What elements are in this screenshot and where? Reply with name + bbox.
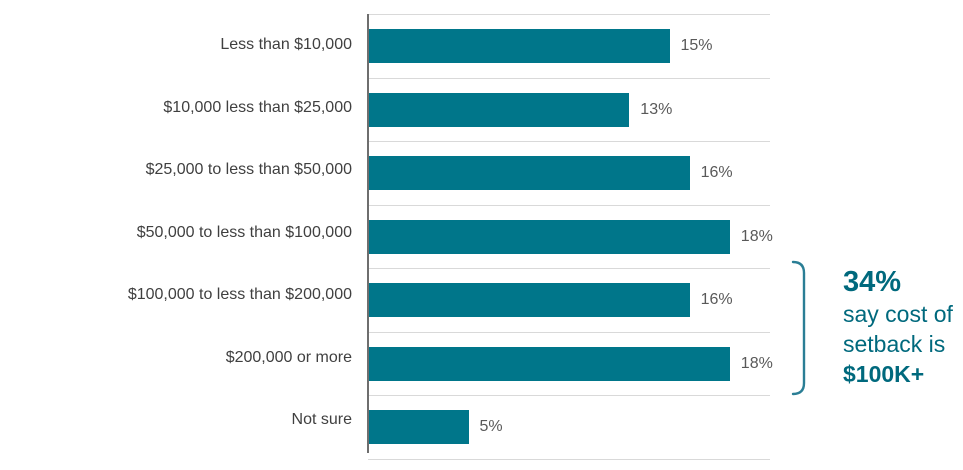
chart-row: 16% — [368, 142, 770, 206]
value-label: 15% — [680, 37, 713, 55]
chart-row: 5% — [368, 396, 770, 460]
category-label: $25,000 to less than $50,000 — [145, 161, 352, 179]
category-label: $200,000 or more — [225, 348, 352, 366]
value-label: 16% — [700, 291, 733, 309]
category-label: $100,000 to less than $200,000 — [127, 286, 352, 304]
bar — [368, 92, 630, 127]
category-label: Not sure — [291, 411, 352, 429]
annotation-line: setback is — [843, 331, 946, 357]
bracket-annotation-brace — [791, 260, 818, 396]
bar — [368, 283, 690, 318]
annotation-headline: 34% — [843, 266, 902, 298]
bar — [368, 156, 690, 191]
category-label: Less than $10,000 — [220, 36, 352, 54]
bar — [368, 346, 730, 381]
chart-row: 13% — [368, 79, 770, 142]
value-label: 18% — [740, 354, 773, 372]
value-label: 5% — [479, 418, 503, 436]
chart-row: 16% — [368, 269, 770, 333]
value-label: 18% — [740, 227, 773, 245]
category-axis: Less than $10,000 $10,000 less than $25,… — [0, 14, 352, 452]
chart-row: 15% — [368, 15, 770, 79]
value-label: 16% — [700, 164, 733, 182]
value-axis-line — [367, 14, 369, 453]
bar — [368, 219, 730, 254]
annotation-callout: 34% say cost of setback is $100K+ — [843, 265, 963, 389]
value-label: 13% — [640, 100, 673, 118]
bar — [368, 29, 670, 64]
annotation-line: say cost of — [843, 301, 953, 327]
category-label: $10,000 less than $25,000 — [163, 98, 352, 116]
chart-row: 18% — [368, 206, 773, 269]
chart-row: 18% — [368, 333, 773, 396]
plot-area: 15% 13% 16% 18% 16% 18% 5% — [368, 14, 773, 460]
bar — [368, 410, 469, 445]
annotation-line: $100K+ — [843, 361, 925, 387]
category-label: $50,000 to less than $100,000 — [136, 223, 352, 241]
